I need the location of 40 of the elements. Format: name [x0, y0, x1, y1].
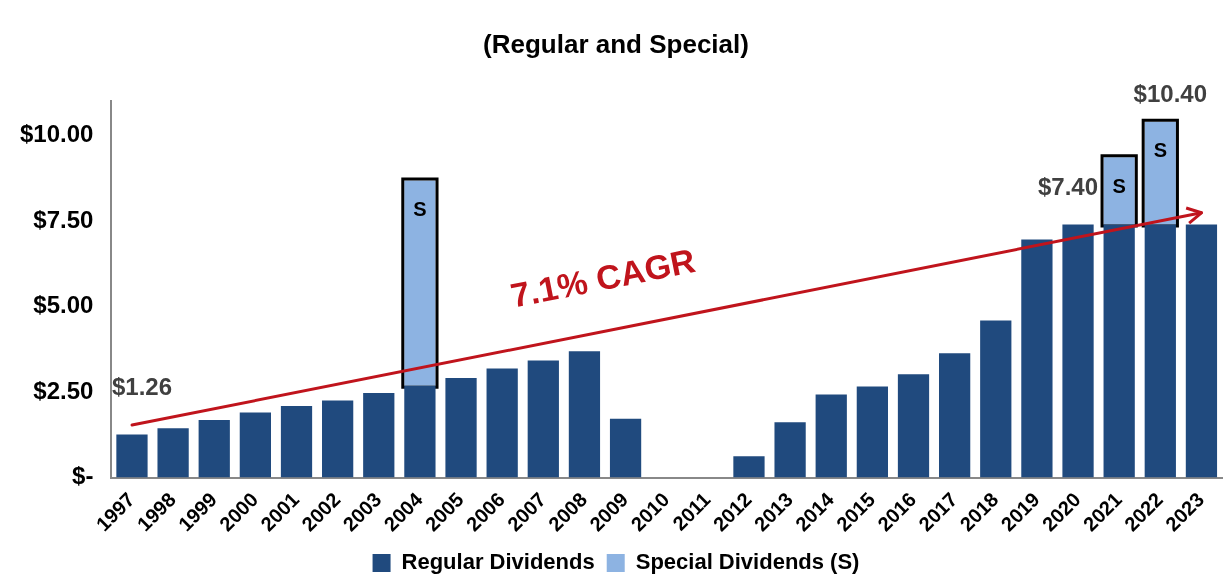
y-tick-label: $5.00 — [33, 291, 94, 319]
bar — [733, 456, 765, 478]
bar — [1021, 239, 1053, 478]
bar — [486, 368, 518, 478]
annotation: $7.40 — [1038, 173, 1099, 200]
bar — [116, 434, 148, 478]
bar — [815, 394, 847, 478]
bar — [239, 412, 271, 478]
chart-title: (Regular and Special) — [483, 28, 749, 59]
annotation: 7.1% CAGR — [507, 241, 699, 315]
data-label: S — [1153, 139, 1167, 162]
bar — [939, 353, 971, 478]
annotation: $1.26 — [111, 373, 172, 401]
data-label: S — [413, 198, 427, 221]
bar — [404, 385, 436, 478]
bar — [322, 400, 354, 478]
legend-label: Regular Dividends — [401, 549, 595, 575]
bar — [774, 422, 806, 478]
bar — [445, 378, 477, 478]
bar — [856, 386, 888, 478]
bar — [280, 406, 313, 478]
bar — [1103, 224, 1135, 478]
bar — [363, 393, 395, 478]
bar — [980, 320, 1012, 478]
legend-label: Special Dividends (S) — [635, 549, 860, 575]
bar — [897, 374, 930, 478]
y-tick-label: $2.50 — [33, 376, 94, 404]
bar — [1062, 224, 1094, 478]
bar — [568, 351, 601, 478]
y-tick-label: $10.00 — [20, 120, 94, 148]
bar — [198, 420, 230, 478]
bar — [1144, 224, 1176, 478]
bar — [1185, 224, 1218, 478]
bar — [527, 360, 559, 478]
annotation: $10.40 — [1133, 80, 1207, 108]
y-tick-label: $7.50 — [33, 205, 94, 233]
bar — [157, 428, 189, 478]
data-label: S — [1112, 174, 1126, 197]
bar — [609, 418, 642, 478]
y-tick-label: $- — [72, 462, 94, 490]
